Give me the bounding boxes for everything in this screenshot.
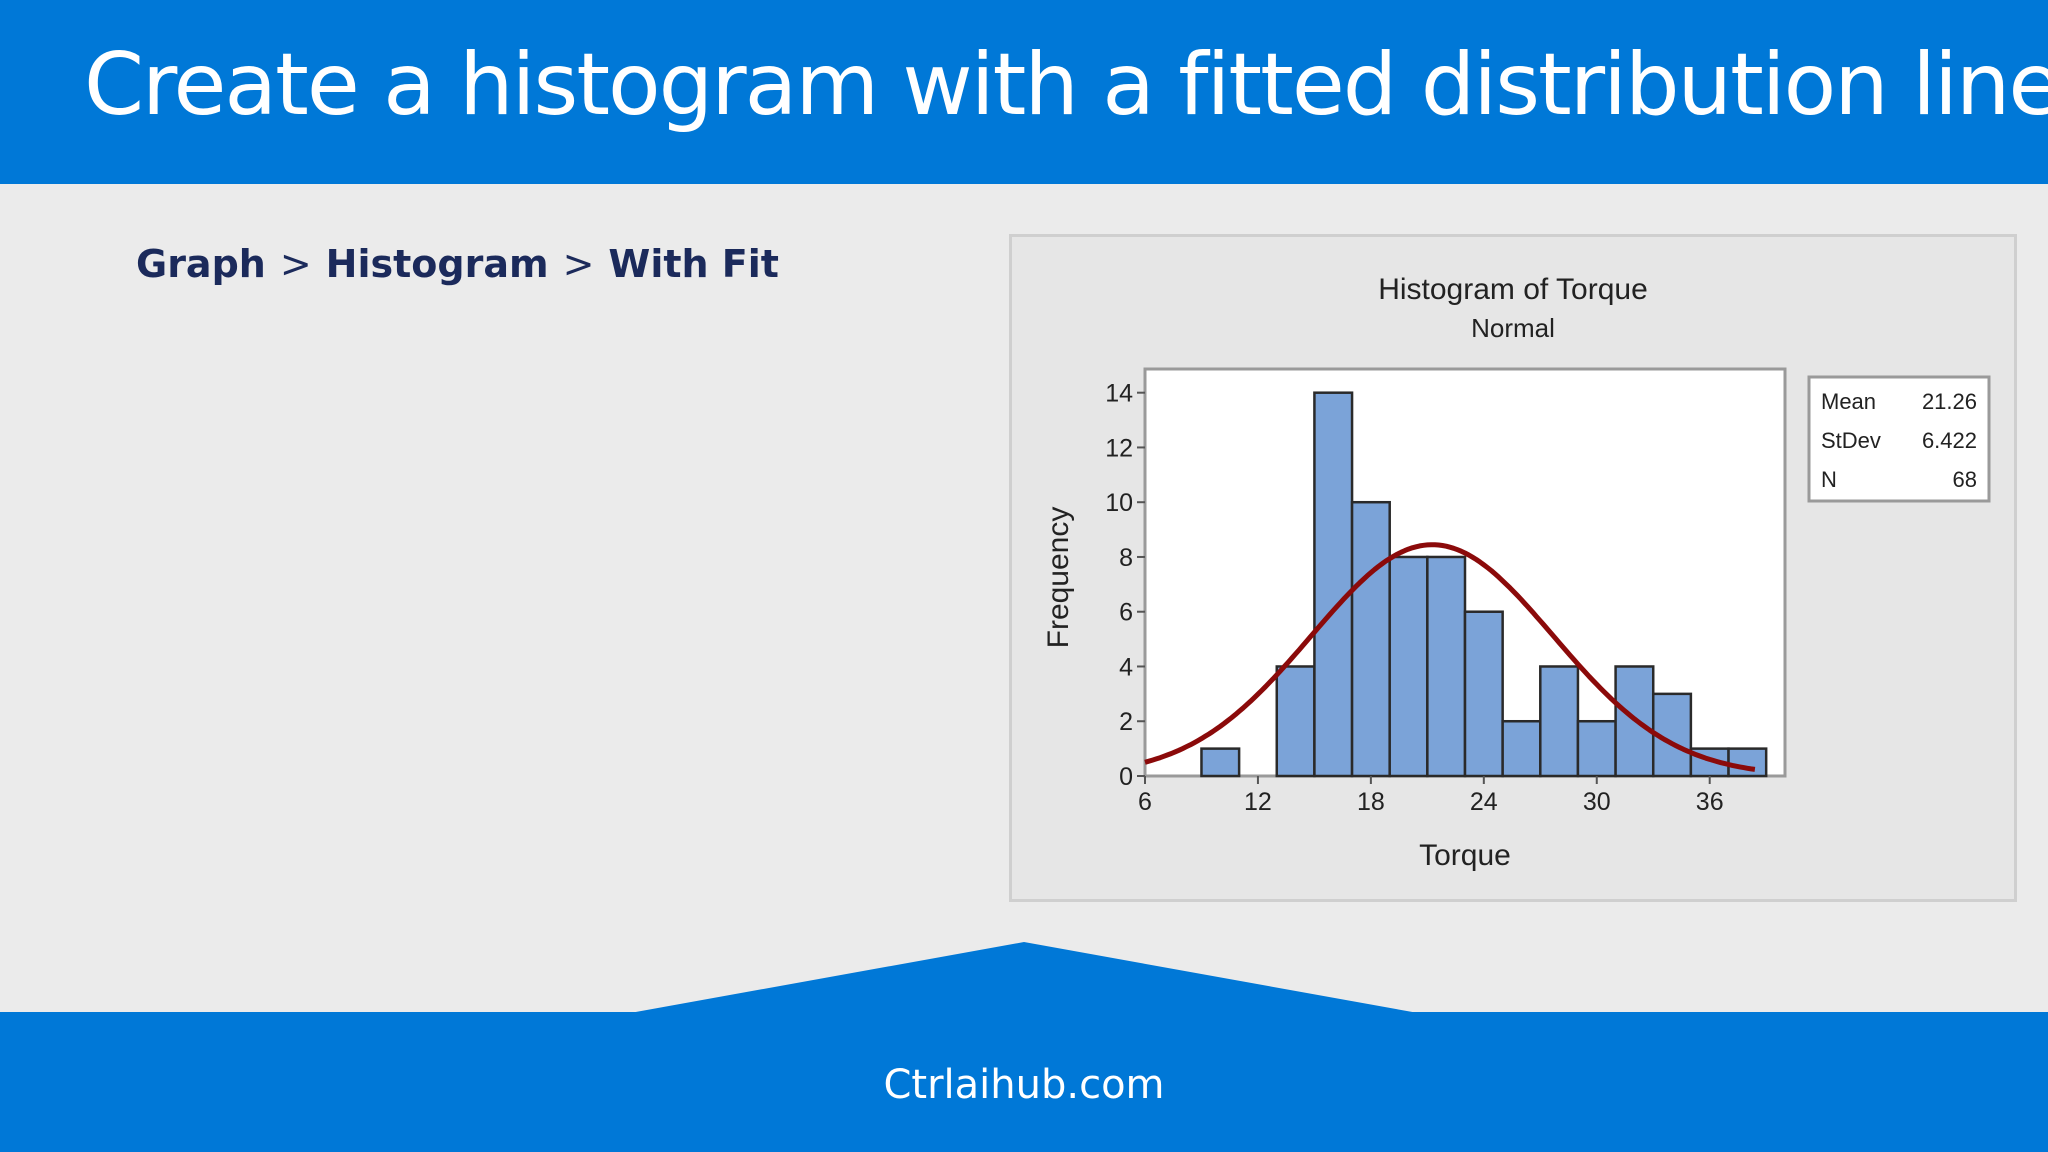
x-tick-label: 24: [1470, 788, 1498, 816]
breadcrumb-item-with-fit: With Fit: [608, 242, 779, 286]
y-tick-label: 2: [1119, 708, 1133, 736]
histogram-bar: [1350, 500, 1391, 778]
chart-subtitle: Normal: [1471, 313, 1555, 343]
histogram-bar: [1200, 747, 1241, 778]
stat-label: StDev: [1821, 428, 1881, 453]
y-tick-label: 8: [1119, 544, 1133, 572]
page-title: Create a histogram with a fitted distrib…: [84, 35, 2048, 135]
title-banner: [0, 0, 2048, 184]
histogram-bar: [1313, 391, 1354, 778]
stat-value: 6.422: [1922, 428, 1977, 453]
breadcrumb-item-graph: Graph: [136, 242, 266, 286]
x-tick-label: 6: [1138, 788, 1152, 816]
histogram-bar: [1501, 719, 1542, 778]
stat-value: 68: [1953, 467, 1977, 492]
breadcrumb-separator: >: [279, 242, 312, 286]
y-tick-label: 0: [1119, 763, 1133, 791]
histogram-bar: [1463, 610, 1504, 778]
y-tick-label: 14: [1105, 380, 1133, 408]
x-tick-label: 36: [1696, 788, 1724, 816]
histogram-bar: [1275, 665, 1316, 778]
footer-website: Ctrlaihub.com: [883, 1062, 1165, 1108]
x-tick-label: 12: [1244, 788, 1272, 816]
breadcrumb-separator: >: [562, 242, 595, 286]
histogram-bar: [1539, 665, 1580, 778]
y-tick-label: 4: [1119, 653, 1133, 681]
breadcrumb: Graph > Histogram > With Fit: [136, 242, 779, 286]
y-tick-label: 12: [1105, 434, 1133, 462]
histogram-bar: [1576, 719, 1617, 778]
y-tick-label: 10: [1105, 489, 1133, 517]
histogram-bar: [1426, 555, 1467, 778]
fit-statistics-box: [1807, 375, 1991, 503]
stat-label: N: [1821, 467, 1837, 492]
histogram-bar: [1727, 747, 1768, 778]
footer-banner: [0, 1012, 2048, 1152]
y-tick-label: 6: [1119, 599, 1133, 627]
chart-title: Histogram of Torque: [1378, 273, 1648, 306]
breadcrumb-item-histogram: Histogram: [325, 242, 549, 286]
x-axis-label: Torque: [1419, 839, 1511, 872]
y-axis-label: Frequency: [1042, 507, 1075, 649]
stat-value: 21.26: [1922, 389, 1977, 414]
stat-label: Mean: [1821, 389, 1876, 414]
x-tick-label: 18: [1357, 788, 1385, 816]
histogram-chart-panel: Histogram of Torque Normal 0 2 4 6 8 10 12 14 6 12 1…: [1009, 234, 2017, 902]
x-tick-label: 30: [1583, 788, 1611, 816]
histogram-bar: [1388, 555, 1429, 778]
fitted-normal-curve: [1144, 542, 1756, 772]
